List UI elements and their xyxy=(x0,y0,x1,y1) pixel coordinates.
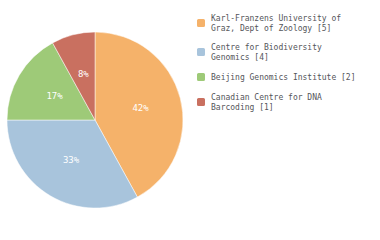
svg-text:Karl-Franzens University of: Karl-Franzens University of xyxy=(211,14,341,23)
svg-text:33%: 33% xyxy=(63,155,80,165)
svg-text:42%: 42% xyxy=(132,103,149,113)
svg-text:8%: 8% xyxy=(78,69,89,79)
svg-text:Barcoding [1]: Barcoding [1] xyxy=(211,103,274,112)
svg-text:Canadian Centre for DNA: Canadian Centre for DNA xyxy=(211,93,322,102)
svg-text:Genomics [4]: Genomics [4] xyxy=(211,53,269,62)
svg-text:Graz, Dept of Zoology [5]: Graz, Dept of Zoology [5] xyxy=(211,24,331,33)
svg-text:Beijing Genomics Institute [2]: Beijing Genomics Institute [2] xyxy=(211,73,356,82)
svg-text:17%: 17% xyxy=(46,91,63,101)
svg-text:Centre for Biodiversity: Centre for Biodiversity xyxy=(211,43,322,52)
